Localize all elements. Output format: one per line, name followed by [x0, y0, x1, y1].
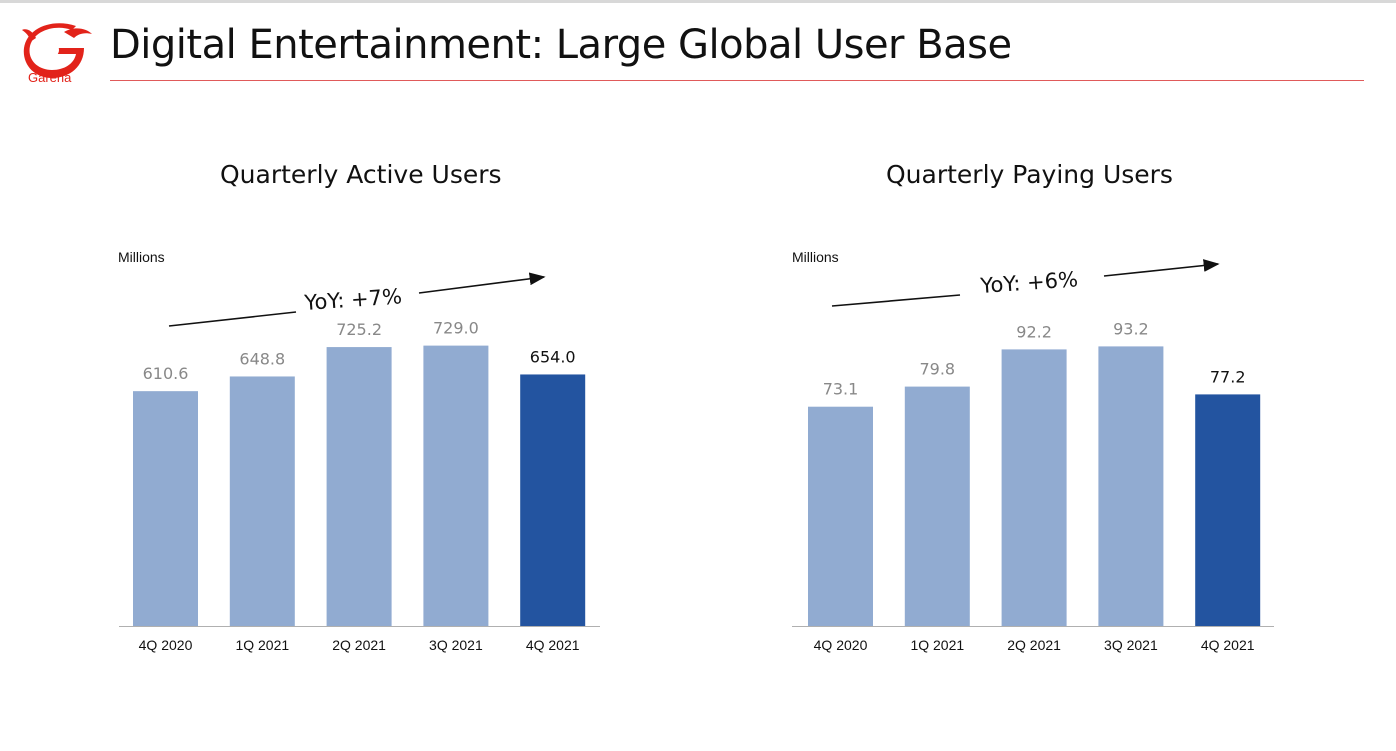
yoy-annotation: YoY: +7%	[303, 284, 403, 315]
bar	[808, 406, 873, 626]
bar	[229, 376, 295, 626]
x-tick-label: 3Q 2021	[429, 637, 483, 653]
bar	[326, 347, 392, 626]
data-label: 648.8	[239, 349, 285, 368]
bar	[1098, 346, 1164, 626]
x-tick-label: 4Q 2021	[526, 637, 580, 653]
data-label: 610.6	[143, 364, 189, 383]
x-tick-label: 2Q 2021	[1007, 637, 1061, 653]
logo-text: Garena	[28, 70, 72, 85]
bar	[133, 391, 198, 626]
x-tick-label: 4Q 2020	[139, 637, 193, 653]
data-label: 77.2	[1210, 367, 1246, 386]
bar	[904, 386, 970, 626]
data-label: 654.0	[530, 347, 576, 366]
x-tick-label: 4Q 2021	[1201, 637, 1255, 653]
bar	[1195, 394, 1261, 626]
data-label: 73.1	[823, 380, 859, 399]
top-border	[0, 0, 1396, 3]
x-tick-label: 2Q 2021	[332, 637, 386, 653]
title-divider	[110, 80, 1364, 81]
trend-line	[168, 311, 297, 327]
x-tick-label: 4Q 2020	[814, 637, 868, 653]
x-tick-label: 3Q 2021	[1104, 637, 1158, 653]
bar	[520, 374, 586, 626]
bar	[1001, 349, 1067, 626]
data-label: 725.2	[336, 320, 382, 339]
yoy-annotation: YoY: +6%	[979, 267, 1079, 298]
chart-title-active-users: Quarterly Active Users	[220, 160, 502, 189]
bar	[423, 345, 489, 626]
data-label: 92.2	[1016, 322, 1052, 341]
data-label: 79.8	[919, 360, 955, 379]
data-label: 93.2	[1113, 319, 1149, 338]
charts-canvas: Millions 610.6 4Q 2020 648.8 1Q 2021 725.2 2Q …	[118, 249, 1274, 653]
data-label: 729.0	[433, 319, 479, 338]
trend-arrow	[1103, 259, 1220, 277]
x-tick-label: 1Q 2021	[910, 637, 964, 653]
chart-title-paying-users: Quarterly Paying Users	[886, 160, 1173, 189]
page-title: Digital Entertainment: Large Global User…	[110, 22, 1012, 68]
garena-logo-icon	[22, 23, 92, 79]
units-label: Millions	[118, 249, 165, 265]
trend-line	[831, 294, 961, 307]
units-label: Millions	[792, 249, 839, 265]
x-tick-label: 1Q 2021	[235, 637, 289, 653]
trend-arrow	[418, 272, 546, 294]
